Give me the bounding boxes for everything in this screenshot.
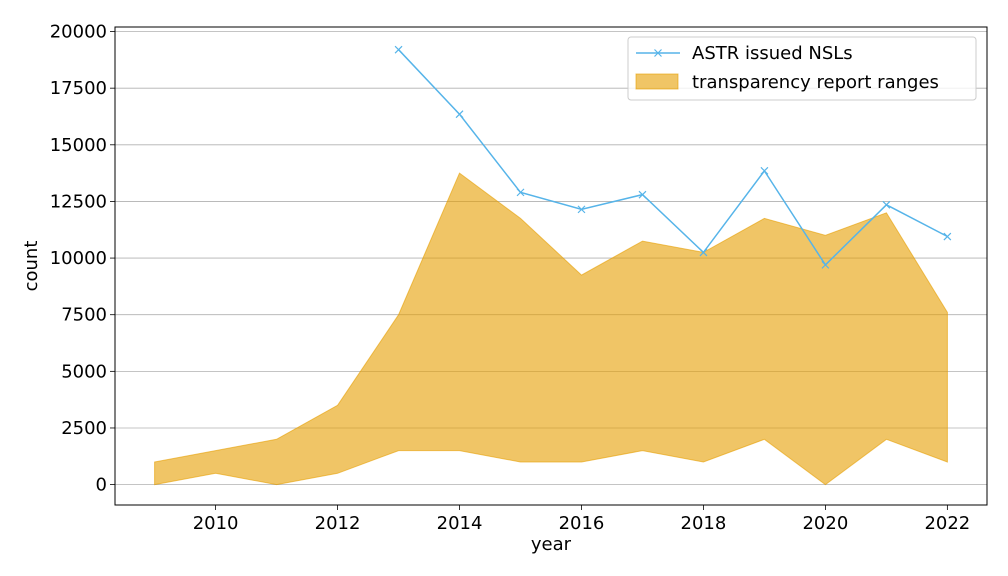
- y-tick-label: 15000: [50, 135, 107, 156]
- astr-issued-nsls-point: [821, 260, 830, 269]
- legend-box: [627, 36, 977, 101]
- x-tick-label: 2020: [802, 513, 848, 534]
- astr-issued-nsls-point: [943, 232, 952, 241]
- astr-issued-nsls-point: [760, 166, 769, 175]
- x-tick-label: 2012: [315, 513, 361, 534]
- range-band-layer: [154, 172, 948, 486]
- legend-label-transparency-report-ranges: transparency report ranges: [692, 72, 939, 93]
- transparency-report-range-area: [154, 172, 948, 486]
- y-tick-label: 0: [96, 475, 107, 496]
- y-tick-label: 20000: [50, 22, 107, 43]
- y-axis-title: count: [21, 241, 42, 292]
- astr-issued-nsls-point: [455, 110, 464, 119]
- astr-issued-nsls-line: [398, 49, 948, 267]
- y-tick-label: 5000: [61, 361, 107, 382]
- astr-issued-nsls-point: [577, 205, 586, 214]
- tick-layer: 0 2500 5000 7500 10000 12500 15000 17500 20000 20…: [50, 22, 971, 534]
- x-tick-label: 2010: [193, 513, 239, 534]
- astr-issued-nsls-point: [699, 248, 708, 257]
- x-tick-label: 2014: [437, 513, 483, 534]
- astr-issued-nsls-point: [516, 188, 525, 197]
- astr-issued-nsls-point: [882, 200, 891, 209]
- astr-issued-nsls-point: [638, 190, 647, 199]
- legend-label-astr-issued-nsls: ASTR issued NSLs: [692, 43, 853, 64]
- y-tick-label: 10000: [50, 248, 107, 269]
- line-series-layer: [394, 45, 952, 269]
- legend-line-marker: [654, 49, 662, 57]
- y-tick-label: 17500: [50, 78, 107, 99]
- x-tick-label: 2018: [681, 513, 727, 534]
- x-axis-title: year: [531, 534, 572, 555]
- y-tick-label: 12500: [50, 191, 107, 212]
- legend-band-swatch: [635, 73, 679, 90]
- x-tick-label: 2022: [924, 513, 970, 534]
- astr-issued-nsls-point: [394, 45, 403, 54]
- y-tick-label: 2500: [61, 418, 107, 439]
- legend: ASTR issued NSLs transparency report ran…: [627, 36, 977, 101]
- y-tick-label: 7500: [61, 305, 107, 326]
- x-tick-label: 2016: [559, 513, 605, 534]
- plot-frame: [114, 26, 988, 506]
